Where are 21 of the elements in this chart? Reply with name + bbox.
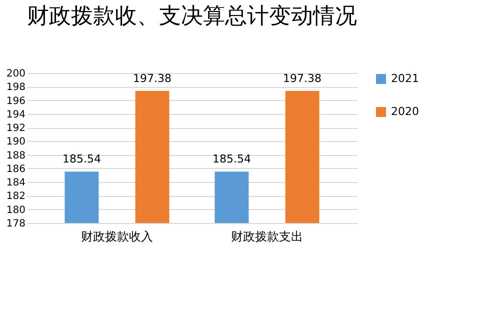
- x-tick-label: 财政拨款收入: [81, 230, 153, 244]
- y-tick-label: 194: [6, 109, 26, 120]
- y-tick-label: 188: [6, 150, 26, 162]
- data-label: 185.54: [62, 152, 101, 166]
- legend-label: 2020: [391, 105, 419, 118]
- y-tick-label: 200: [6, 68, 26, 80]
- y-tick-label: 178: [6, 218, 26, 230]
- chart-title: 财政拨款收、支决算总计变动情况: [27, 3, 357, 28]
- y-tick-label: 190: [6, 136, 26, 148]
- data-label: 185.54: [212, 152, 251, 166]
- data-label: 197.38: [133, 72, 172, 85]
- y-tick-label: 182: [6, 191, 26, 202]
- data-label: 197.38: [283, 72, 322, 85]
- y-tick-label: 186: [6, 164, 26, 175]
- legend-label: 2021: [391, 72, 419, 85]
- y-tick-label: 198: [6, 82, 26, 94]
- y-tick-label: 180: [6, 204, 26, 216]
- x-tick-label: 财政拨款支出: [231, 230, 303, 244]
- y-tick-label: 184: [6, 178, 26, 189]
- y-tick-label: 196: [6, 96, 26, 107]
- y-tick-label: 192: [6, 123, 26, 134]
